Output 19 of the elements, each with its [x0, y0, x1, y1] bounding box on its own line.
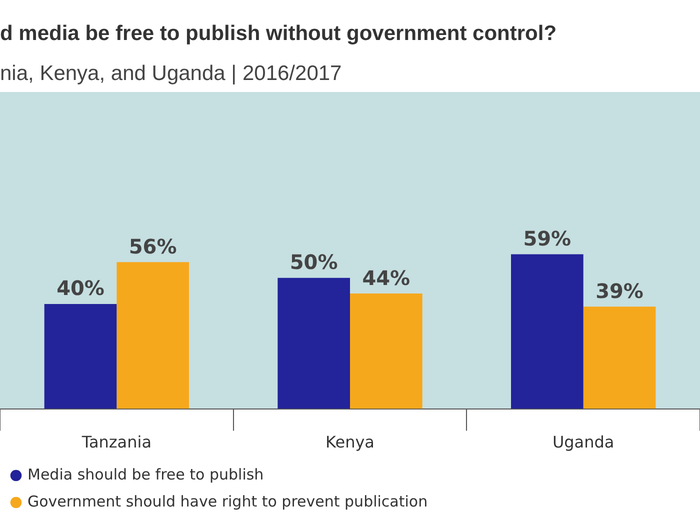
chart-subtitle: nia, Kenya, and Uganda | 2016/2017	[0, 62, 342, 86]
bar	[44, 304, 117, 409]
x-tick-label: Tanzania	[80, 432, 152, 452]
bar	[583, 306, 656, 409]
data-label: 44%	[362, 266, 410, 290]
x-tick-label: Kenya	[326, 432, 374, 452]
data-label: 50%	[290, 250, 338, 274]
legend-label: Government should have right to prevent publication	[28, 492, 428, 510]
bar	[278, 278, 350, 409]
data-label: 40%	[56, 276, 104, 300]
bar	[350, 294, 422, 409]
bar	[511, 254, 584, 409]
x-tick-label: Uganda	[552, 432, 614, 452]
data-label: 39%	[596, 278, 644, 303]
bar	[116, 262, 189, 409]
legend-label: Media should be free to publish	[28, 465, 264, 484]
data-label: 59%	[523, 226, 572, 250]
chart-title: d media be free to publish without government control?	[0, 22, 557, 46]
data-label: 56%	[128, 234, 177, 258]
